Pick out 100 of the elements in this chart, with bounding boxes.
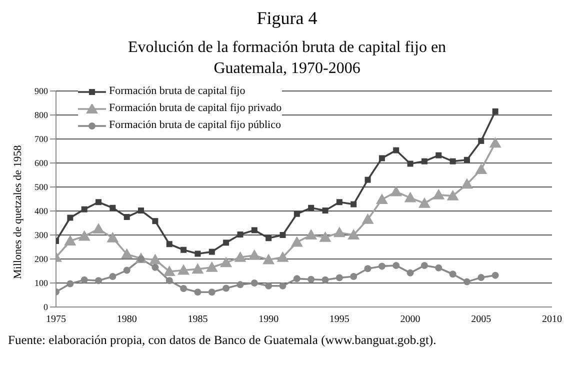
point xyxy=(322,208,328,214)
y-tick-label: 700 xyxy=(34,134,48,144)
point xyxy=(446,190,459,200)
point xyxy=(489,137,502,148)
point xyxy=(222,284,230,292)
point xyxy=(194,250,201,257)
y-tick-label: 800 xyxy=(34,110,48,120)
point xyxy=(390,186,402,196)
point xyxy=(392,262,400,269)
y-tick-label: 600 xyxy=(34,158,48,168)
point xyxy=(194,288,202,296)
point xyxy=(463,278,470,286)
point xyxy=(492,108,498,114)
point xyxy=(266,235,272,242)
point xyxy=(333,226,346,238)
point xyxy=(308,204,314,211)
point xyxy=(149,254,162,264)
point xyxy=(208,288,216,296)
y-tick-label: 200 xyxy=(34,254,48,264)
point xyxy=(81,206,88,212)
y-tick-label: 100 xyxy=(34,278,48,288)
y-tick-label: 900 xyxy=(34,86,48,96)
point xyxy=(420,262,428,269)
x-tick-label: 1985 xyxy=(188,314,208,326)
point xyxy=(460,178,473,189)
point xyxy=(92,223,105,234)
point xyxy=(78,230,90,241)
point xyxy=(152,218,158,224)
point xyxy=(305,229,318,240)
point xyxy=(279,282,286,290)
point xyxy=(166,241,172,248)
chart-subtitle: Evolución de la formación bruta de capital fijo en Guatemala, 1970-2006 xyxy=(126,38,448,79)
point xyxy=(180,285,188,292)
point xyxy=(248,249,260,260)
point xyxy=(350,273,358,280)
point xyxy=(67,214,74,221)
point xyxy=(432,188,445,200)
point xyxy=(378,262,386,270)
y-tick-label: 500 xyxy=(34,182,48,192)
point xyxy=(436,152,442,158)
point xyxy=(449,270,456,278)
point xyxy=(421,158,428,164)
point xyxy=(110,204,116,211)
point xyxy=(406,269,414,276)
point xyxy=(290,236,303,247)
point xyxy=(350,201,357,208)
point xyxy=(319,231,332,242)
point xyxy=(407,160,414,167)
point xyxy=(123,266,130,274)
y-tick-label: 300 xyxy=(34,230,48,240)
point xyxy=(478,138,484,144)
y-tick-label: 400 xyxy=(34,206,48,216)
point xyxy=(223,240,230,246)
point xyxy=(308,276,315,283)
point xyxy=(435,264,442,272)
legend-label: Formación bruta de capital fijo xyxy=(109,84,246,99)
point xyxy=(236,281,244,288)
point xyxy=(192,263,204,274)
point xyxy=(208,248,215,255)
point xyxy=(163,265,176,276)
point xyxy=(180,246,187,253)
point xyxy=(348,229,360,240)
point xyxy=(280,232,286,238)
point xyxy=(80,276,88,284)
point xyxy=(276,251,289,262)
point xyxy=(262,254,275,264)
point xyxy=(478,274,485,281)
point xyxy=(250,280,258,286)
point xyxy=(418,197,430,208)
point xyxy=(378,155,385,162)
point xyxy=(152,264,159,271)
point xyxy=(95,277,102,284)
legend-label: Formación bruta de capital fijo privado xyxy=(109,101,282,116)
point xyxy=(362,213,374,224)
point xyxy=(237,232,244,238)
point xyxy=(294,210,300,217)
point xyxy=(450,158,456,164)
point xyxy=(138,208,144,214)
point xyxy=(404,192,416,202)
point xyxy=(220,256,232,268)
x-tick-label: 2000 xyxy=(400,314,420,326)
point xyxy=(265,282,272,290)
y-axis-title: Millones de quetzales de 1958 xyxy=(12,144,24,279)
legend-label: Formación bruta de capital fijo público xyxy=(109,118,281,133)
point xyxy=(322,276,329,284)
point xyxy=(206,261,218,272)
point xyxy=(336,199,342,206)
x-tick-label: 2010 xyxy=(542,314,562,326)
point xyxy=(234,251,246,262)
point xyxy=(64,235,76,246)
point xyxy=(178,264,190,275)
x-tick-label: 1995 xyxy=(329,314,350,326)
y-tick-label: 0 xyxy=(44,302,48,312)
point xyxy=(66,280,74,288)
x-tick-label: 1990 xyxy=(258,314,279,326)
point xyxy=(124,214,130,220)
point xyxy=(336,274,343,282)
point xyxy=(120,248,133,259)
x-tick-label: 2005 xyxy=(471,314,492,326)
point xyxy=(293,275,300,282)
